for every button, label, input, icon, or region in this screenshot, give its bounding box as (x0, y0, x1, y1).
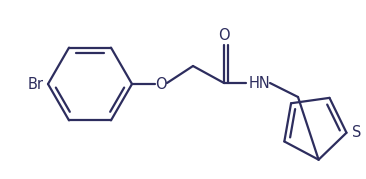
Text: HN: HN (249, 76, 271, 91)
Text: Br: Br (28, 76, 44, 91)
Text: O: O (155, 76, 167, 91)
Text: O: O (218, 28, 230, 42)
Text: S: S (352, 125, 362, 140)
